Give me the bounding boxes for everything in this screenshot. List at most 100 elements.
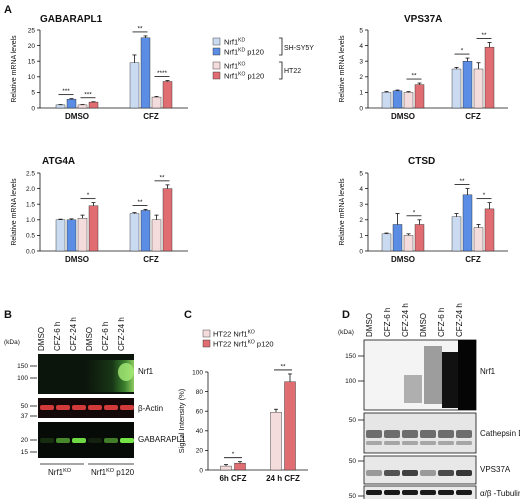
- blot-b-nrf1-band: [118, 363, 134, 381]
- significance-label: *: [461, 48, 464, 55]
- bar: [392, 90, 403, 109]
- bar: [140, 37, 151, 109]
- chart-signal-intensity: 0 20 40 60 80 100 Signal Intensity (%) 6h CFZ * 2…: [177, 363, 308, 483]
- significance-label: **: [159, 174, 165, 181]
- panel-label-d: D: [342, 309, 350, 321]
- bar: [392, 224, 403, 252]
- bar: [414, 224, 425, 252]
- bar: [66, 99, 77, 109]
- bar: [381, 233, 392, 252]
- significance-label: ****: [157, 70, 168, 77]
- bar: [451, 68, 462, 109]
- blot-b-kda-label: (kDa): [4, 339, 20, 346]
- lane-label: CFZ-6 h: [437, 308, 446, 337]
- tubulin-band: [438, 490, 454, 495]
- gabarapl1-band: [40, 438, 54, 443]
- legend-swatch: [202, 329, 211, 338]
- y-tick-label: 1.5: [26, 202, 35, 209]
- y-tick-label: 3: [359, 59, 363, 66]
- ctsd-band: [456, 441, 472, 445]
- mw-marker: 15: [21, 449, 29, 456]
- actin-band: [72, 405, 86, 410]
- blot-b: (kDa) DMSO CFZ-6 h CFZ-24 h DMSO CFZ-6 h CFZ-…: [4, 317, 186, 477]
- lane-label: CFZ-6 h: [383, 308, 392, 337]
- y-tick-label: 20: [28, 43, 36, 50]
- y-axis-label: Relative mRNA levels: [11, 35, 18, 103]
- legend-swatch: [202, 339, 211, 348]
- blot-d-nrf1-smear-1: [404, 375, 422, 403]
- lane-label: CFZ-6 h: [53, 322, 62, 351]
- mw-marker: 50: [349, 458, 357, 465]
- lane-label: DMSO: [85, 327, 94, 351]
- y-tick-label: 1.0: [26, 217, 35, 224]
- actin-band: [40, 405, 54, 410]
- blot-d-kda-label: (kDa): [338, 329, 354, 336]
- y-axis-label: Relative mRNA levels: [11, 178, 18, 246]
- bar: [55, 219, 66, 252]
- gabarapl1-band: [56, 438, 70, 443]
- bar: [473, 227, 484, 252]
- chart-title: VPS37A: [404, 14, 442, 25]
- lane-label: DMSO: [419, 313, 428, 337]
- y-tick-label: 2.5: [26, 170, 35, 177]
- bar: [284, 381, 296, 471]
- ctsd-band: [366, 441, 382, 445]
- bar: [162, 81, 173, 109]
- bar: [403, 92, 414, 109]
- category-label: DMSO: [391, 255, 415, 264]
- category-label: DMSO: [391, 112, 415, 121]
- lane-label: CFZ-24 h: [401, 303, 410, 337]
- group-label: Nrf1KO: [48, 468, 72, 477]
- significance-label: **: [137, 25, 143, 32]
- ctsd-band: [420, 430, 436, 438]
- y-tick-label: 5: [31, 90, 35, 97]
- ctsd-band: [438, 430, 454, 438]
- bar: [66, 219, 77, 252]
- lane-label: DMSO: [37, 327, 46, 351]
- mw-marker: 20: [21, 437, 29, 444]
- category-label: CFZ: [465, 255, 481, 264]
- chart-title: ATG4A: [42, 156, 75, 167]
- y-axis-label: Signal Intensity (%): [177, 388, 186, 453]
- y-tick-label: 0: [31, 105, 35, 112]
- y-tick-label: 15: [28, 59, 36, 66]
- category-label: CFZ: [143, 255, 159, 264]
- significance-label: **: [481, 32, 487, 39]
- mw-marker: 50: [349, 493, 357, 499]
- y-tick-label: 1: [359, 233, 363, 240]
- lane-label: CFZ-6 h: [101, 322, 110, 351]
- y-tick-label: 0.5: [26, 233, 35, 240]
- significance-label: *: [413, 209, 416, 216]
- category-label: CFZ: [143, 112, 159, 121]
- y-tick-label: 2.0: [26, 186, 35, 193]
- chart-title: CTSD: [408, 156, 435, 167]
- tubulin-band: [384, 490, 400, 495]
- y-tick-label: 5: [359, 170, 363, 177]
- band-label: β-Actin: [138, 404, 163, 413]
- bar: [403, 235, 414, 252]
- vps37a-band: [366, 470, 382, 476]
- bar: [77, 104, 88, 109]
- y-tick-label: 25: [28, 27, 36, 34]
- bar: [234, 462, 246, 471]
- legend-swatch: [212, 61, 221, 70]
- vps37a-band: [438, 470, 454, 476]
- mw-marker: 50: [349, 417, 357, 424]
- y-tick-label: 1: [359, 90, 363, 97]
- bar: [270, 411, 282, 471]
- y-tick-label: 0: [359, 105, 363, 112]
- significance-label: *: [87, 192, 90, 199]
- blot-d: (kDa) DMSO CFZ-6 h CFZ-24 h DMSO CFZ-6 h CFZ-…: [338, 303, 520, 499]
- bar: [381, 92, 392, 109]
- legend-group-label: HT22: [284, 68, 301, 75]
- significance-label: ***: [62, 88, 70, 95]
- mw-marker: 100: [345, 378, 356, 385]
- blot-d-nrf1-band-1: [442, 352, 458, 408]
- y-tick-label: 0.0: [26, 248, 35, 255]
- chart-atg4a: ATG4A 0.0 0.5 1.0 1.5 2.0 2.5 Relative mRNA lev…: [11, 156, 188, 264]
- vps37a-band: [456, 470, 472, 476]
- bar: [55, 104, 66, 109]
- y-tick-label: 10: [28, 74, 36, 81]
